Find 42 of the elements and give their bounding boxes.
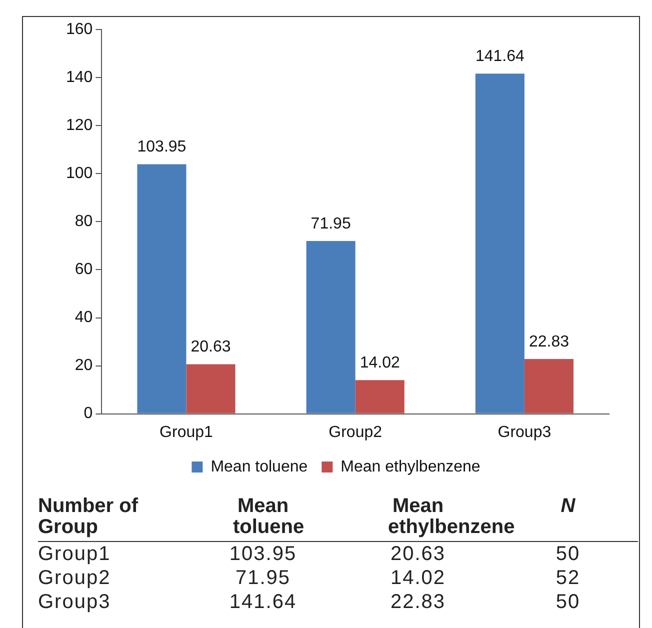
y-tick-label: 20	[74, 357, 93, 374]
bar	[524, 358, 574, 414]
text: Group3	[38, 590, 112, 614]
bar	[186, 364, 236, 414]
y-tick-label: 100	[66, 165, 93, 182]
text: Number of Group	[38, 495, 138, 538]
text: Group1	[38, 542, 112, 566]
text: 50	[554, 590, 582, 614]
y-tick-label: 160	[66, 21, 93, 38]
text: 50	[554, 542, 582, 566]
text: Group2	[38, 566, 112, 590]
y-tick-label: 0	[84, 405, 93, 422]
text: 20.63	[389, 542, 447, 566]
bar	[355, 380, 404, 414]
text: 71.95	[234, 566, 292, 590]
bar	[475, 74, 524, 414]
x-tick-label: Group1	[160, 424, 214, 441]
bar	[137, 164, 186, 414]
data-label: 22.83	[528, 333, 570, 350]
y-tick-label: 120	[66, 117, 93, 134]
text: Mean ethylbenzene	[388, 495, 515, 538]
bar	[306, 241, 356, 414]
text: 103.95	[228, 542, 298, 566]
y-tick-label: 40	[74, 309, 93, 326]
text: 14.02	[389, 566, 447, 590]
data-label: 141.64	[475, 48, 524, 66]
data-label: 71.95	[310, 215, 351, 232]
text: Mean toluene	[233, 495, 304, 538]
text: 141.64	[228, 590, 298, 614]
y-tick-label: 140	[66, 69, 93, 86]
data-label: 20.63	[190, 338, 231, 356]
legend-label: Mean ethylbenzene	[340, 458, 480, 476]
data-label: 14.02	[360, 354, 400, 372]
x-tick-label: Group2	[328, 424, 382, 441]
text: N	[560, 495, 576, 517]
y-tick-label: 60	[74, 261, 93, 278]
data-label: 103.95	[137, 138, 186, 156]
y-tick-label: 80	[74, 213, 93, 230]
text: 22.83	[389, 590, 447, 614]
text: 52	[554, 566, 582, 590]
legend-label: Mean toluene	[210, 458, 308, 476]
x-tick-label: Group3	[498, 424, 552, 441]
